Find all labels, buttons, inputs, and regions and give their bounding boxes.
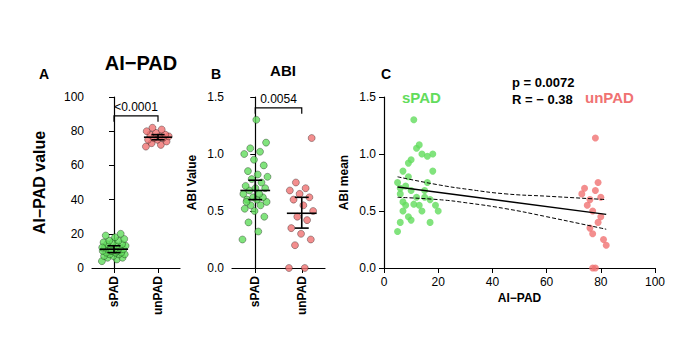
svg-text:C: C (381, 66, 391, 82)
svg-text:sPAD: sPAD (402, 89, 441, 106)
svg-text:unPAD: unPAD (585, 89, 634, 106)
svg-text:1.5: 1.5 (207, 90, 224, 104)
svg-text:1.5: 1.5 (359, 90, 376, 104)
svg-text:ABI mean: ABI mean (337, 155, 351, 210)
svg-text:0.0054: 0.0054 (260, 92, 297, 106)
svg-text:unPAD: unPAD (295, 276, 309, 315)
svg-text:sPAD: sPAD (248, 276, 262, 307)
svg-text:B: B (211, 66, 221, 82)
svg-text:0.5: 0.5 (359, 204, 376, 218)
svg-text:p = 0.0072: p = 0.0072 (512, 75, 575, 90)
svg-text:100: 100 (645, 275, 665, 289)
svg-text:0: 0 (77, 261, 84, 275)
svg-text:20: 20 (432, 275, 446, 289)
svg-text:0: 0 (381, 275, 388, 289)
svg-text:0.0: 0.0 (359, 261, 376, 275)
svg-text:ABI Value: ABI Value (185, 155, 199, 211)
svg-text:unPAD: unPAD (151, 276, 165, 315)
svg-text:60: 60 (71, 158, 85, 172)
svg-text:ABI: ABI (270, 62, 296, 79)
svg-text:AI−PAD: AI−PAD (498, 291, 542, 305)
svg-text:80: 80 (594, 275, 608, 289)
svg-text:AI−PAD: AI−PAD (105, 52, 177, 74)
svg-text:20: 20 (71, 227, 85, 241)
svg-text:60: 60 (540, 275, 554, 289)
svg-text:0.5: 0.5 (207, 204, 224, 218)
svg-text:<0.0001: <0.0001 (114, 100, 158, 114)
svg-text:1.0: 1.0 (207, 147, 224, 161)
svg-text:sPAD: sPAD (107, 276, 121, 307)
svg-text:1.0: 1.0 (359, 147, 376, 161)
svg-text:40: 40 (71, 193, 85, 207)
svg-text:40: 40 (486, 275, 500, 289)
svg-text:AI−PAD value: AI−PAD value (31, 131, 48, 234)
svg-text:100: 100 (64, 90, 84, 104)
svg-text:80: 80 (71, 124, 85, 138)
svg-text:A: A (39, 66, 49, 82)
svg-text:0.0: 0.0 (207, 261, 224, 275)
svg-text:R = − 0.38: R = − 0.38 (512, 92, 573, 107)
